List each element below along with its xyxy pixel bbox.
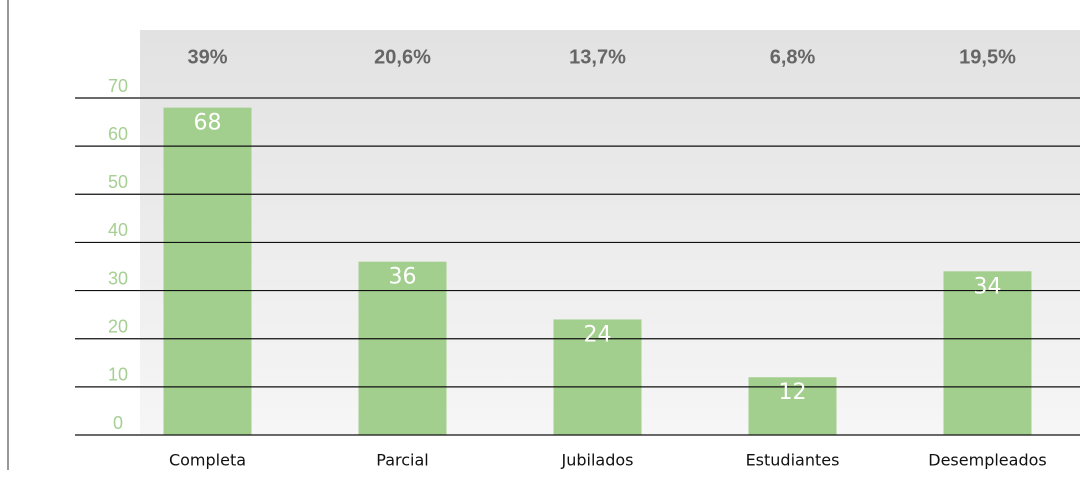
bar — [163, 107, 252, 435]
x-tick-label: Desempleados — [928, 451, 1046, 470]
x-tick-label: Estudiantes — [746, 451, 840, 470]
bar — [943, 271, 1032, 435]
value-label: 24 — [584, 322, 612, 347]
y-tick-label: 20 — [108, 316, 128, 336]
share-label: 39% — [187, 46, 227, 68]
y-tick-label: 70 — [108, 76, 128, 96]
share-label: 20,6% — [374, 46, 431, 68]
x-tick-label: Parcial — [376, 451, 428, 470]
y-tick-label: 40 — [108, 220, 128, 240]
share-label: 19,5% — [959, 46, 1016, 68]
value-label: 68 — [194, 111, 222, 136]
y-tick-label: 0 — [113, 413, 123, 433]
y-tick-label: 50 — [108, 172, 128, 192]
value-label: 34 — [974, 274, 1002, 299]
x-tick-label: Jubilados — [561, 451, 634, 470]
share-label: 6,8% — [770, 46, 816, 68]
share-label: 13,7% — [569, 46, 626, 68]
x-tick-label: Completa — [169, 451, 246, 470]
y-tick-label: 10 — [108, 365, 128, 385]
y-tick-label: 60 — [108, 124, 128, 144]
value-label: 36 — [389, 265, 417, 290]
y-tick-label: 30 — [108, 268, 128, 288]
value-label: 12 — [779, 380, 807, 405]
